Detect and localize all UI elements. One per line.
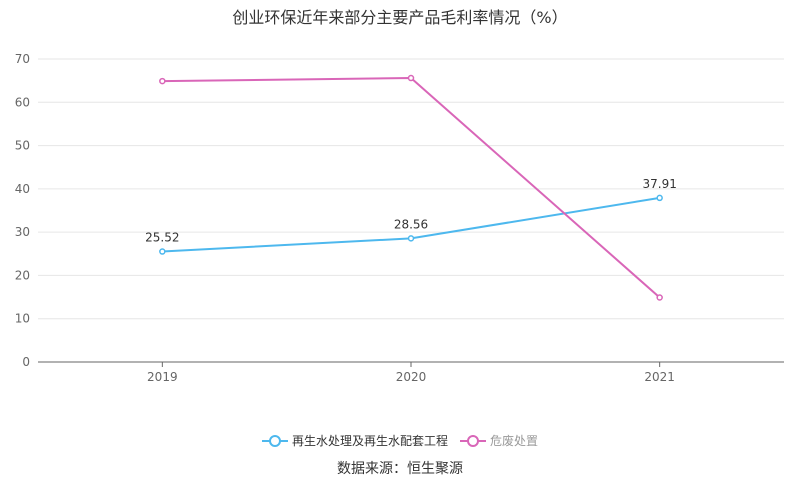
data-point: [656, 294, 663, 301]
data-point: [407, 74, 415, 82]
data-point: [159, 77, 166, 85]
data-label: 28.56: [394, 217, 428, 231]
data-point: [159, 248, 166, 255]
legend-item-series-2[interactable]: 危废处置: [460, 432, 538, 449]
data-point: [407, 235, 415, 242]
y-tick-label: 60: [15, 95, 30, 109]
legend-item-series-1[interactable]: 再生水处理及再生水配套工程: [261, 432, 448, 449]
y-tick-label: 0: [22, 355, 30, 369]
y-tick-label: 40: [15, 182, 30, 196]
data-label: 25.52: [145, 231, 179, 245]
legend-marker-icon: [460, 434, 486, 448]
series-line-2: [162, 77, 661, 299]
chart-title: 创业环保近年来部分主要产品毛利率情况（%）: [232, 8, 568, 27]
y-tick-label: 50: [15, 139, 30, 153]
data-source-note: 数据来源：恒生聚源: [337, 461, 463, 477]
x-tick-label: 2019: [147, 370, 178, 384]
legend-label: 危废处置: [490, 434, 539, 448]
y-tick-label: 10: [15, 312, 30, 326]
y-tick-label: 30: [15, 225, 30, 239]
chart-legend: 再生水处理及再生水配套工程 危废处置: [0, 432, 800, 449]
data-point: [656, 194, 663, 202]
x-tick-label: 2020: [396, 370, 427, 384]
y-tick-label: 70: [15, 52, 30, 66]
x-tick-label: 2021: [644, 370, 675, 384]
y-tick-label: 20: [15, 268, 30, 282]
data-label: 37.91: [642, 177, 676, 191]
legend-marker-icon: [261, 434, 288, 448]
legend-label: 再生水处理及再生水配套工程: [291, 434, 448, 448]
